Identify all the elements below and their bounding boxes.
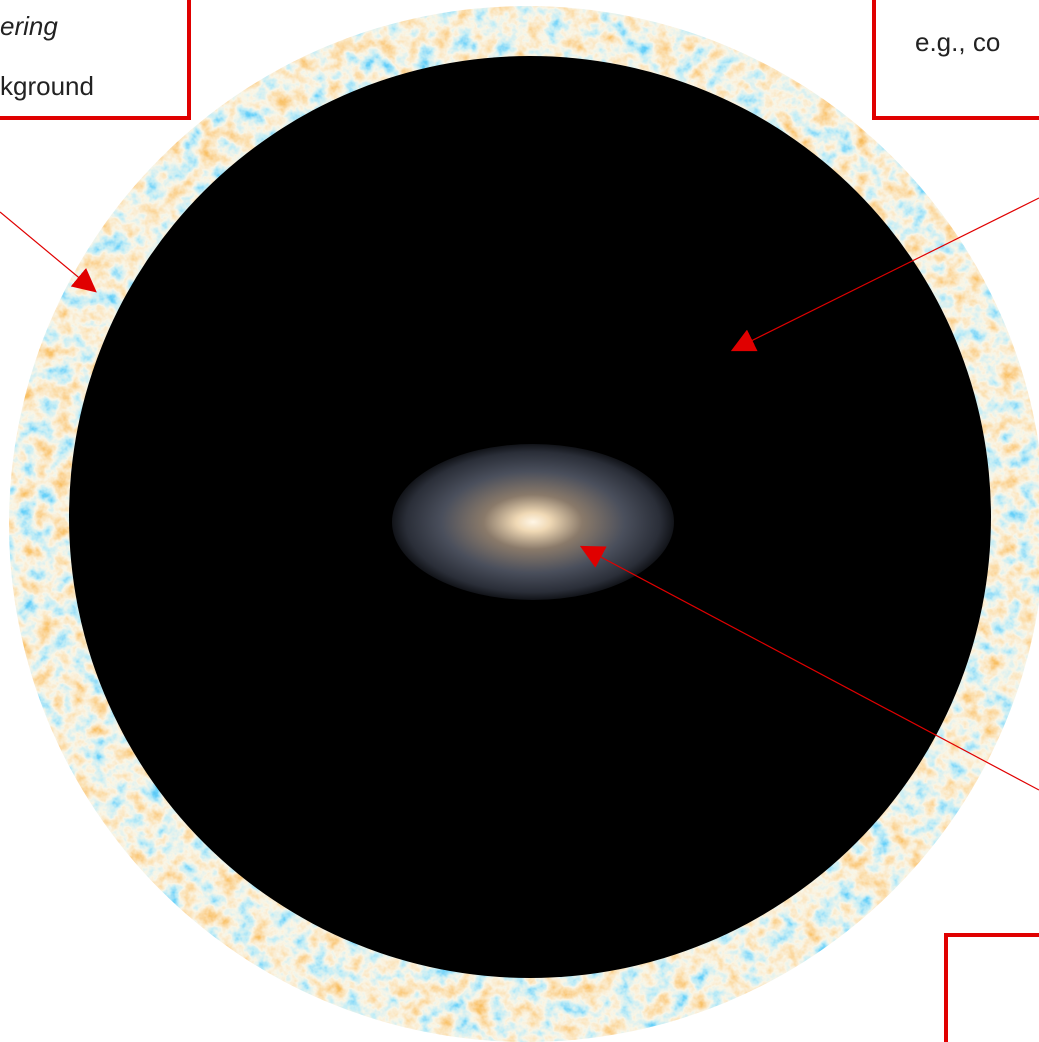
diagram: ering kground e.g., co [0, 0, 1039, 1042]
label-text: ering [0, 11, 58, 41]
label-text: e.g., co [915, 27, 1000, 57]
arrow [0, 212, 95, 291]
galaxy [392, 444, 674, 600]
label-box: ering kground [0, 0, 189, 118]
label-box: e.g., co [874, 0, 1039, 118]
label-box [946, 935, 1039, 1042]
label-text: kground [0, 71, 94, 101]
page: {"boxes": [{"lines": ["ering", "kground"… [0, 0, 1039, 1042]
